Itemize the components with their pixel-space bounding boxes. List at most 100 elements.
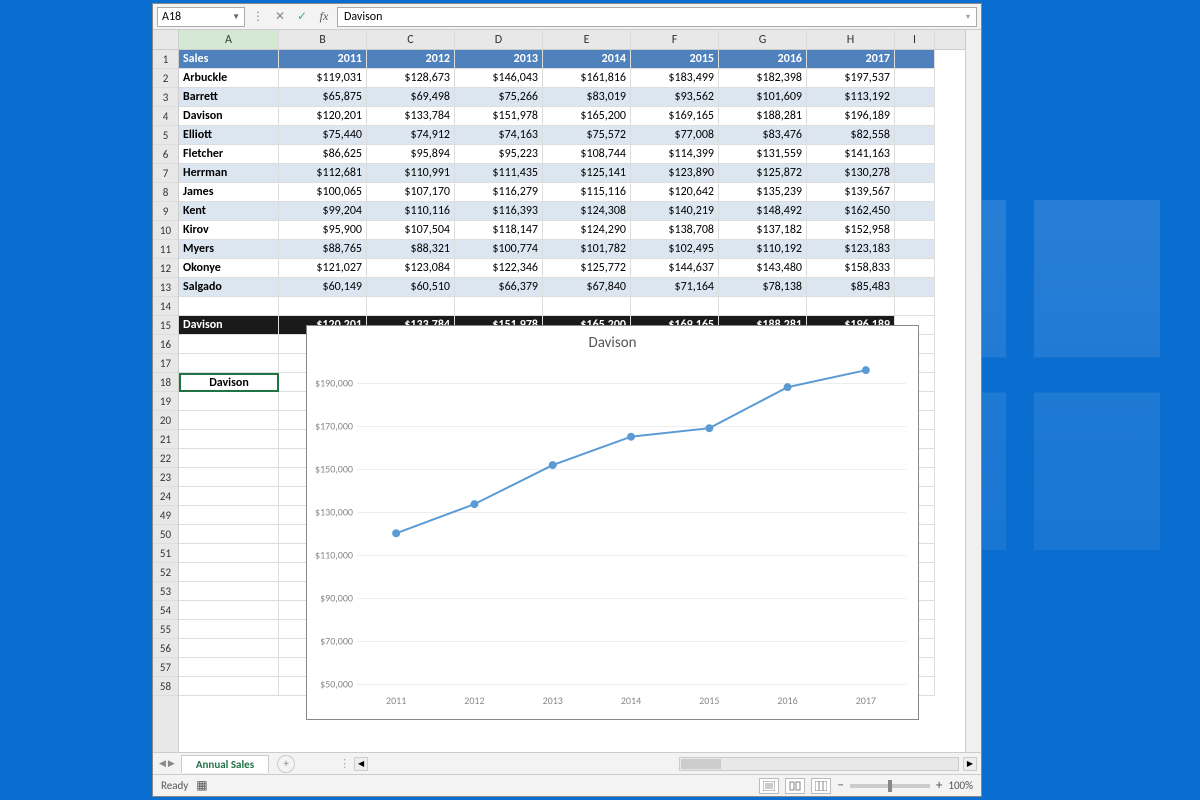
cell[interactable] <box>895 221 935 240</box>
cell[interactable]: $75,572 <box>543 126 631 145</box>
row-header[interactable]: 17 <box>153 354 178 373</box>
cell[interactable] <box>895 69 935 88</box>
cell[interactable] <box>179 487 279 506</box>
cell[interactable] <box>895 145 935 164</box>
cell[interactable]: Fletcher <box>179 145 279 164</box>
cell[interactable]: $122,346 <box>455 259 543 278</box>
chart[interactable]: Davison $50,000$70,000$90,000$110,000$13… <box>306 325 919 720</box>
cell[interactable] <box>719 297 807 316</box>
cell[interactable]: $86,625 <box>279 145 367 164</box>
cell[interactable]: $188,281 <box>719 107 807 126</box>
row-header[interactable]: 56 <box>153 639 178 658</box>
row-header[interactable]: 8 <box>153 183 178 202</box>
cell[interactable] <box>895 183 935 202</box>
cell[interactable]: $77,008 <box>631 126 719 145</box>
page-layout-view-button[interactable] <box>785 778 805 794</box>
cell[interactable] <box>179 297 279 316</box>
cell[interactable]: $60,149 <box>279 278 367 297</box>
cell[interactable]: $118,147 <box>455 221 543 240</box>
cell[interactable] <box>179 335 279 354</box>
cell[interactable]: $108,744 <box>543 145 631 164</box>
cell[interactable]: $95,900 <box>279 221 367 240</box>
column-header[interactable]: F <box>631 30 719 49</box>
row-header[interactable]: 3 <box>153 88 178 107</box>
cell[interactable]: $95,223 <box>455 145 543 164</box>
dropdown-arrow-button[interactable]: ▼ <box>278 374 279 392</box>
page-break-view-button[interactable] <box>811 778 831 794</box>
cell[interactable] <box>179 430 279 449</box>
row-header[interactable]: 9 <box>153 202 178 221</box>
cell[interactable]: Herrman <box>179 164 279 183</box>
cell[interactable]: 2014 <box>543 50 631 69</box>
cell[interactable]: $196,189 <box>807 107 895 126</box>
cell[interactable] <box>895 259 935 278</box>
column-header[interactable]: B <box>279 30 367 49</box>
cell[interactable] <box>895 107 935 126</box>
cell[interactable]: $102,495 <box>631 240 719 259</box>
cell[interactable]: $121,027 <box>279 259 367 278</box>
cell[interactable]: $115,116 <box>543 183 631 202</box>
cell[interactable]: $151,978 <box>455 107 543 126</box>
cell[interactable] <box>895 164 935 183</box>
zoom-out-button[interactable]: − <box>837 778 843 793</box>
cell[interactable] <box>455 297 543 316</box>
row-header[interactable]: 55 <box>153 620 178 639</box>
cell[interactable]: $183,499 <box>631 69 719 88</box>
row-header[interactable]: 51 <box>153 544 178 563</box>
horizontal-scrollbar[interactable] <box>679 757 959 771</box>
cell[interactable]: $119,031 <box>279 69 367 88</box>
cell[interactable]: $83,476 <box>719 126 807 145</box>
cell[interactable]: $123,890 <box>631 164 719 183</box>
accept-formula-button[interactable]: ✓ <box>293 8 311 26</box>
cell[interactable]: 2013 <box>455 50 543 69</box>
scroll-right-button[interactable]: ▶ <box>963 757 977 771</box>
column-header[interactable]: A <box>179 30 279 49</box>
scroll-left-button[interactable]: ◀ <box>354 757 368 771</box>
select-all-corner[interactable] <box>153 30 178 50</box>
cancel-formula-button[interactable]: ✕ <box>271 8 289 26</box>
row-header[interactable]: 21 <box>153 430 178 449</box>
row-header[interactable]: 24 <box>153 487 178 506</box>
cell[interactable] <box>179 525 279 544</box>
cell[interactable]: $125,772 <box>543 259 631 278</box>
zoom-slider[interactable] <box>850 784 930 788</box>
cell[interactable]: $78,138 <box>719 278 807 297</box>
cell[interactable] <box>179 658 279 677</box>
cell[interactable]: Okonye <box>179 259 279 278</box>
cell[interactable]: $110,991 <box>367 164 455 183</box>
cell[interactable] <box>895 202 935 221</box>
cell[interactable] <box>895 88 935 107</box>
cell[interactable]: $169,165 <box>631 107 719 126</box>
cell[interactable]: $107,170 <box>367 183 455 202</box>
cell[interactable]: $93,562 <box>631 88 719 107</box>
cell[interactable]: $83,019 <box>543 88 631 107</box>
cell[interactable]: Sales <box>179 50 279 69</box>
cell[interactable] <box>179 392 279 411</box>
cell[interactable]: $135,239 <box>719 183 807 202</box>
row-header[interactable]: 16 <box>153 335 178 354</box>
cell[interactable]: $100,774 <box>455 240 543 259</box>
cell[interactable] <box>895 297 935 316</box>
cell[interactable]: 2016 <box>719 50 807 69</box>
sheet-tab-annual-sales[interactable]: Annual Sales <box>181 755 269 773</box>
cell[interactable]: $120,201 <box>279 107 367 126</box>
cell[interactable]: $100,065 <box>279 183 367 202</box>
cell[interactable] <box>179 544 279 563</box>
cell[interactable]: $182,398 <box>719 69 807 88</box>
vertical-scrollbar[interactable] <box>965 30 981 752</box>
cell[interactable]: $99,204 <box>279 202 367 221</box>
cell[interactable]: $162,450 <box>807 202 895 221</box>
cell[interactable]: $130,278 <box>807 164 895 183</box>
cell[interactable]: Barrett <box>179 88 279 107</box>
cell[interactable]: $116,279 <box>455 183 543 202</box>
row-header[interactable]: 11 <box>153 240 178 259</box>
cell[interactable]: $66,379 <box>455 278 543 297</box>
cell[interactable]: $60,510 <box>367 278 455 297</box>
cell[interactable]: $138,708 <box>631 221 719 240</box>
cell[interactable]: $131,559 <box>719 145 807 164</box>
row-header[interactable]: 13 <box>153 278 178 297</box>
row-header[interactable]: 57 <box>153 658 178 677</box>
zoom-in-button[interactable]: + <box>936 778 942 793</box>
cell[interactable]: 2015 <box>631 50 719 69</box>
cell[interactable] <box>179 620 279 639</box>
